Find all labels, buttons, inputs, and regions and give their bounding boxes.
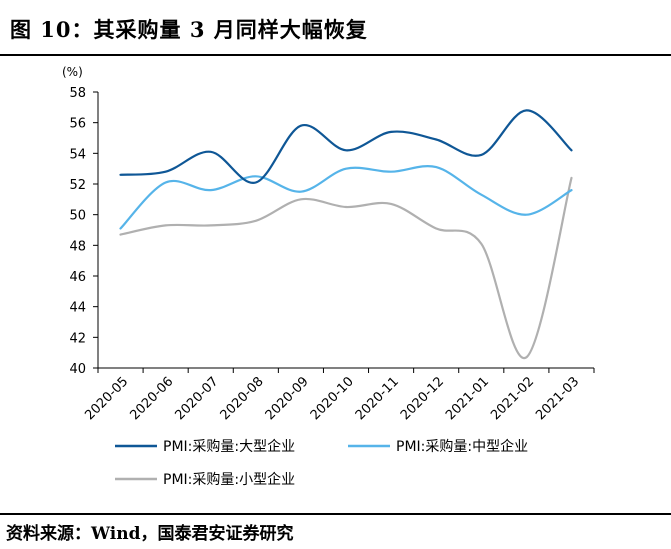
x-tick-label: 2020-07 [173,374,222,423]
figure-title: 图 10：其采购量 3 月同样大幅恢复 [10,17,368,42]
x-tick-label: 2020-06 [127,374,176,423]
chart-series-lines [119,109,573,360]
line-chart: (%) 404244464850525456582020-052020-0620… [62,65,595,488]
y-tick-label: 50 [69,209,86,224]
x-tick-label: 2020-11 [353,374,402,423]
y-tick-label: 46 [69,270,86,285]
y-tick-label: 52 [69,178,86,193]
series-line-1 [119,109,573,184]
chart-axes: 404244464850525456582020-052020-062020-0… [69,86,595,423]
title-divider [0,54,671,56]
source-note: 资料来源：Wind，国泰君安证券研究 [6,524,294,544]
x-tick-label: 2020-10 [308,374,357,423]
y-tick-label: 56 [69,117,86,132]
x-tick-label: 2020-09 [263,374,312,423]
x-tick-label: 2021-02 [488,374,537,423]
x-tick-label: 2021-01 [443,374,492,423]
y-axis-unit-label: (%) [62,65,83,79]
x-tick-label: 2020-12 [398,374,447,423]
y-tick-label: 42 [69,331,86,346]
y-tick-label: 54 [69,147,86,162]
x-tick-label: 2020-08 [218,374,267,423]
legend-label: PMI:采购量:大型企业 [163,438,295,455]
series-line-3 [119,176,573,360]
x-tick-label: 2021-03 [533,374,582,423]
chart-legend: PMI:采购量:大型企业 PMI:采购量:中型企业 PMI:采购量:小型企业 [115,438,528,488]
y-tick-label: 40 [69,362,86,377]
y-tick-label: 58 [69,86,86,101]
legend-label: PMI:采购量:中型企业 [396,438,528,455]
x-tick-label: 2020-05 [82,374,131,423]
legend-label: PMI:采购量:小型企业 [163,471,295,488]
y-tick-label: 48 [69,239,86,254]
series-line-2 [119,165,573,230]
y-tick-label: 44 [69,301,86,316]
source-divider [0,513,671,515]
